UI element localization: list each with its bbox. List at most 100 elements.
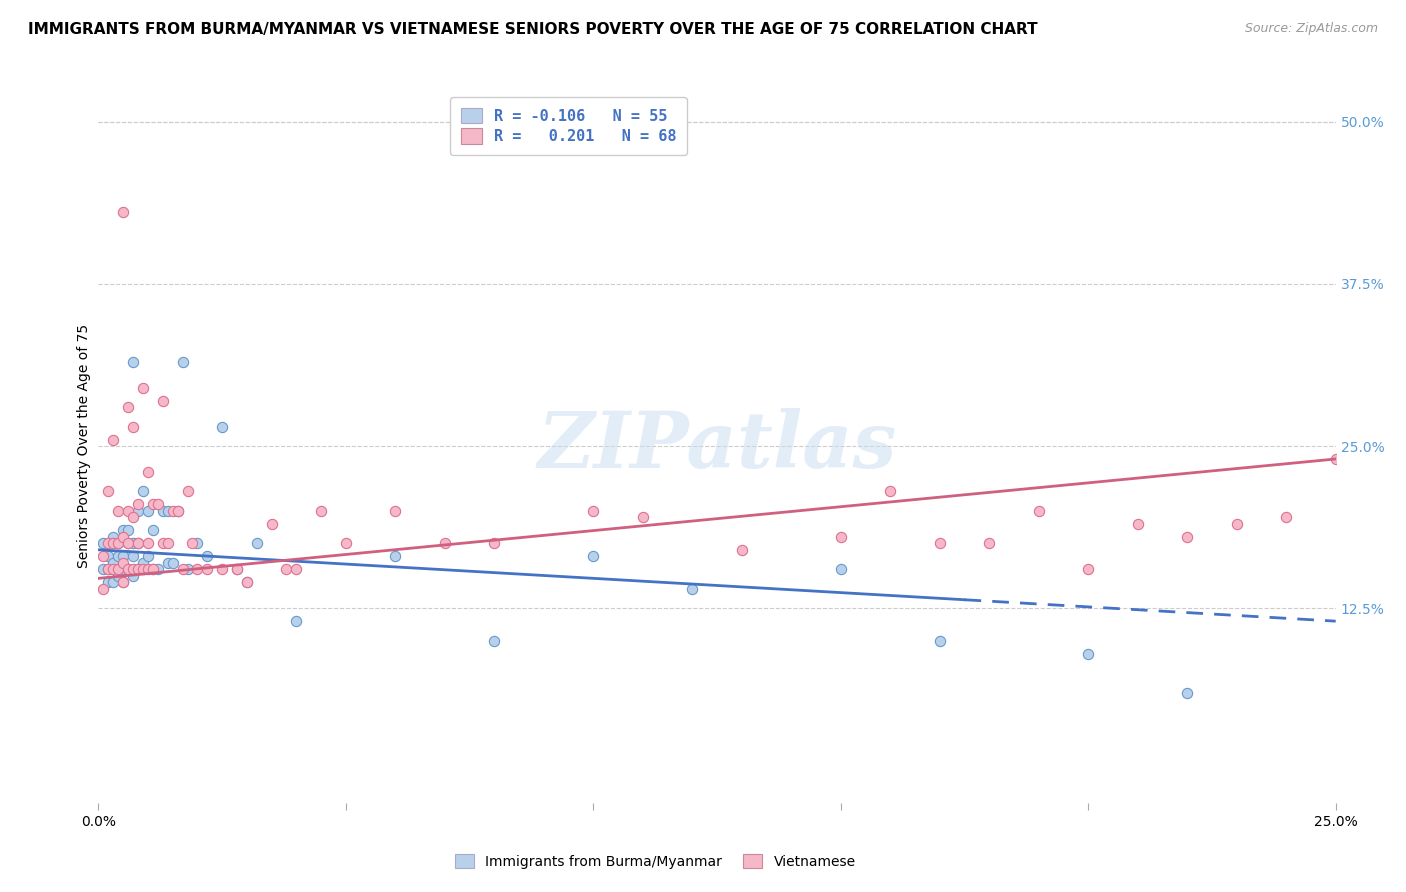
Point xyxy=(172,562,194,576)
Point xyxy=(117,400,139,414)
Point xyxy=(186,562,208,576)
Point xyxy=(830,562,852,576)
Point xyxy=(112,575,135,590)
Point xyxy=(142,497,165,511)
Point xyxy=(93,549,115,564)
Point xyxy=(1226,516,1249,531)
Point xyxy=(112,524,135,538)
Point xyxy=(112,575,135,590)
Point xyxy=(1028,504,1050,518)
Point xyxy=(1077,562,1099,576)
Point xyxy=(433,536,456,550)
Point xyxy=(166,504,188,518)
Point xyxy=(136,465,159,479)
Point xyxy=(879,484,901,499)
Point xyxy=(136,536,159,550)
Point xyxy=(97,484,120,499)
Point xyxy=(156,536,179,550)
Point xyxy=(103,433,125,447)
Point xyxy=(176,562,198,576)
Point xyxy=(142,562,165,576)
Point xyxy=(103,562,125,576)
Point xyxy=(582,504,605,518)
Point xyxy=(285,614,308,628)
Point xyxy=(103,536,125,550)
Point xyxy=(142,562,165,576)
Point xyxy=(484,536,506,550)
Point xyxy=(103,556,125,570)
Point xyxy=(176,484,198,499)
Point xyxy=(112,205,135,219)
Point xyxy=(246,536,269,550)
Point xyxy=(285,562,308,576)
Point xyxy=(156,556,179,570)
Point xyxy=(107,562,129,576)
Point xyxy=(127,536,149,550)
Text: ZIPatlas: ZIPatlas xyxy=(537,408,897,484)
Point xyxy=(93,582,115,596)
Point xyxy=(112,556,135,570)
Point xyxy=(97,575,120,590)
Point xyxy=(484,633,506,648)
Point xyxy=(1275,510,1298,524)
Point xyxy=(112,562,135,576)
Point xyxy=(1126,516,1149,531)
Point xyxy=(117,524,139,538)
Point xyxy=(928,536,950,550)
Point xyxy=(309,504,332,518)
Point xyxy=(112,530,135,544)
Point xyxy=(132,556,155,570)
Point xyxy=(107,536,129,550)
Point xyxy=(127,536,149,550)
Point xyxy=(211,419,233,434)
Point xyxy=(117,562,139,576)
Point xyxy=(681,582,703,596)
Point xyxy=(127,562,149,576)
Point xyxy=(195,549,218,564)
Point xyxy=(162,504,184,518)
Point xyxy=(146,562,169,576)
Point xyxy=(132,381,155,395)
Point xyxy=(122,562,145,576)
Point xyxy=(1077,647,1099,661)
Point xyxy=(928,633,950,648)
Point xyxy=(152,504,174,518)
Point xyxy=(181,536,204,550)
Point xyxy=(156,504,179,518)
Point xyxy=(103,575,125,590)
Point xyxy=(731,542,754,557)
Point xyxy=(93,562,115,576)
Point xyxy=(236,575,259,590)
Point xyxy=(979,536,1001,550)
Point xyxy=(117,504,139,518)
Point xyxy=(226,562,249,576)
Point xyxy=(117,562,139,576)
Point xyxy=(136,504,159,518)
Point xyxy=(107,504,129,518)
Point xyxy=(112,549,135,564)
Point xyxy=(162,556,184,570)
Point xyxy=(1175,685,1198,699)
Point xyxy=(582,549,605,564)
Point xyxy=(142,524,165,538)
Point xyxy=(146,497,169,511)
Point xyxy=(122,510,145,524)
Point xyxy=(122,549,145,564)
Y-axis label: Seniors Poverty Over the Age of 75: Seniors Poverty Over the Age of 75 xyxy=(77,324,91,568)
Point xyxy=(236,575,259,590)
Point xyxy=(107,549,129,564)
Point xyxy=(136,562,159,576)
Point xyxy=(97,549,120,564)
Point xyxy=(117,536,139,550)
Point xyxy=(226,562,249,576)
Point xyxy=(132,562,155,576)
Point xyxy=(335,536,357,550)
Point xyxy=(384,504,406,518)
Point xyxy=(152,536,174,550)
Point xyxy=(127,504,149,518)
Point xyxy=(122,419,145,434)
Point xyxy=(384,549,406,564)
Point xyxy=(132,484,155,499)
Point xyxy=(122,354,145,368)
Point xyxy=(103,530,125,544)
